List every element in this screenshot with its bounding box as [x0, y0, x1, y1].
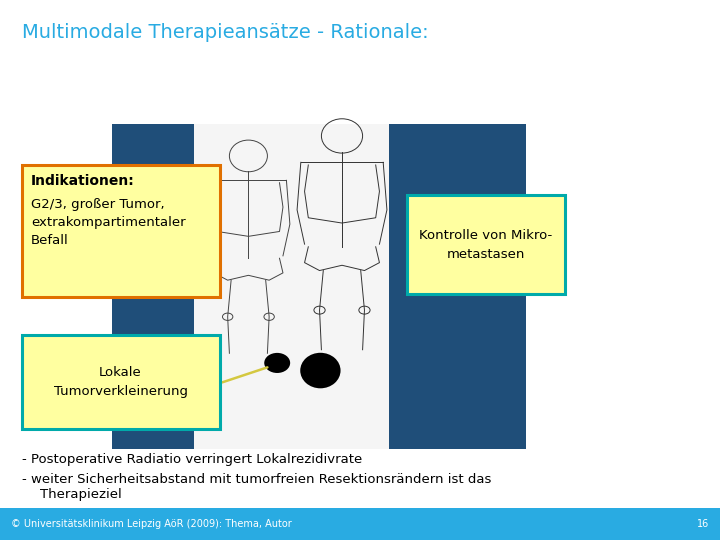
Text: 16: 16: [697, 519, 709, 529]
Text: Multimodale Therapieansätze - Rationale:: Multimodale Therapieansätze - Rationale:: [22, 23, 428, 42]
Text: Kontrolle von Mikro-
metastasen: Kontrolle von Mikro- metastasen: [419, 229, 553, 261]
Text: © Universitätsklinikum Leipzig AöR (2009): Thema, Autor: © Universitätsklinikum Leipzig AöR (2009…: [11, 519, 292, 529]
Ellipse shape: [264, 353, 290, 373]
Bar: [194, 124, 389, 449]
Text: - weiter Sicherheitsabstand mit tumorfreien Resektionsrändern ist das: - weiter Sicherheitsabstand mit tumorfre…: [22, 473, 491, 486]
Bar: [382, 124, 526, 449]
Text: - Postoperative Radiatio verringert Lokalrezidivrate: - Postoperative Radiatio verringert Loka…: [22, 453, 362, 466]
Text: Lokale
Tumorverkleinerung: Lokale Tumorverkleinerung: [53, 366, 188, 398]
Ellipse shape: [300, 353, 341, 388]
FancyBboxPatch shape: [22, 335, 220, 429]
Bar: [112, 124, 526, 188]
FancyBboxPatch shape: [22, 165, 220, 297]
Bar: [112, 124, 209, 449]
Text: Indikationen:: Indikationen:: [31, 174, 135, 188]
FancyBboxPatch shape: [407, 195, 565, 294]
Text: Therapieziel: Therapieziel: [40, 488, 122, 501]
Text: G2/3, großer Tumor,
extrakompartimentaler
Befall: G2/3, großer Tumor, extrakompartimentale…: [31, 198, 186, 247]
